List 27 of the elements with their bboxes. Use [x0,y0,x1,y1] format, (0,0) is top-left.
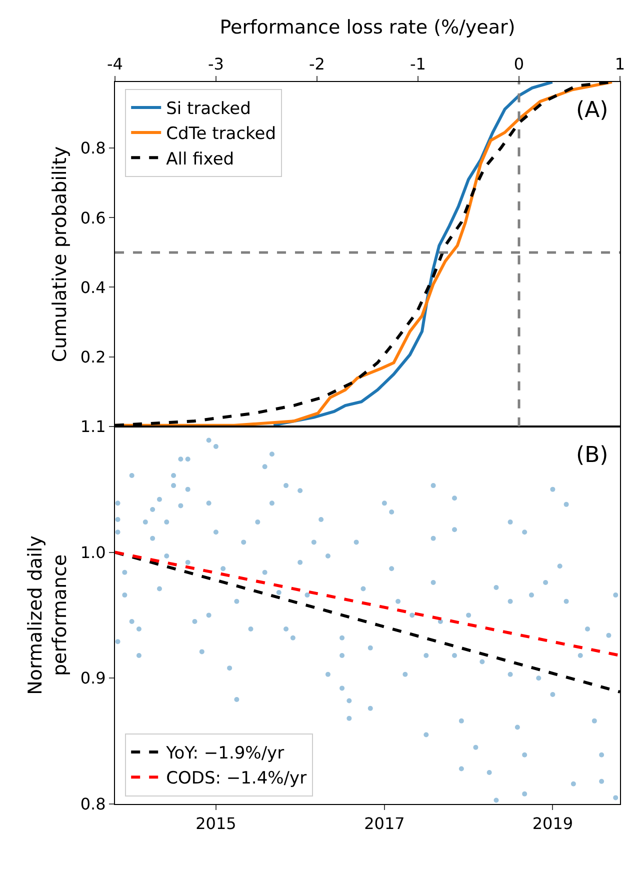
y-axis-title: Cumulative probability [49,146,72,362]
x-tick-label: 0 [514,54,524,74]
x-tick-label: 2017 [364,814,405,834]
x-tick-label: -3 [208,54,224,74]
y-tick-label: 0.6 [80,208,106,228]
legend-label: CODS: −1.4%/yr [166,768,307,789]
legend-label: All fixed [166,149,234,170]
y-tick-label: 1.0 [80,542,106,562]
legend-label: CdTe tracked [166,124,276,144]
x-tick-label: -1 [410,54,426,74]
y-axis-title: Normalized daily performance [24,536,72,695]
x-tick-label: 1 [614,54,626,74]
y-tick-label: 0.2 [80,347,106,366]
legend-label: YoY: −1.9%/yr [165,744,284,764]
annotation: (A) [576,98,608,123]
y-tick-label: 0.8 [80,138,106,158]
annotation: (B) [576,443,608,468]
x-tick-label: -2 [309,54,325,74]
y-tick-label: 0.4 [80,278,106,297]
y-tick-label: 0.8 [80,794,106,814]
x-tick-label: 2019 [532,814,574,834]
y-tick-label: 1.1 [80,416,106,436]
y-tick-label: 0.9 [80,668,106,688]
x-tick-label: -4 [107,54,123,74]
x-tick-label: 2015 [196,814,236,834]
x-axis-title: Performance loss rate (%/year) [220,16,516,38]
legend-label: Si tracked [166,99,251,120]
